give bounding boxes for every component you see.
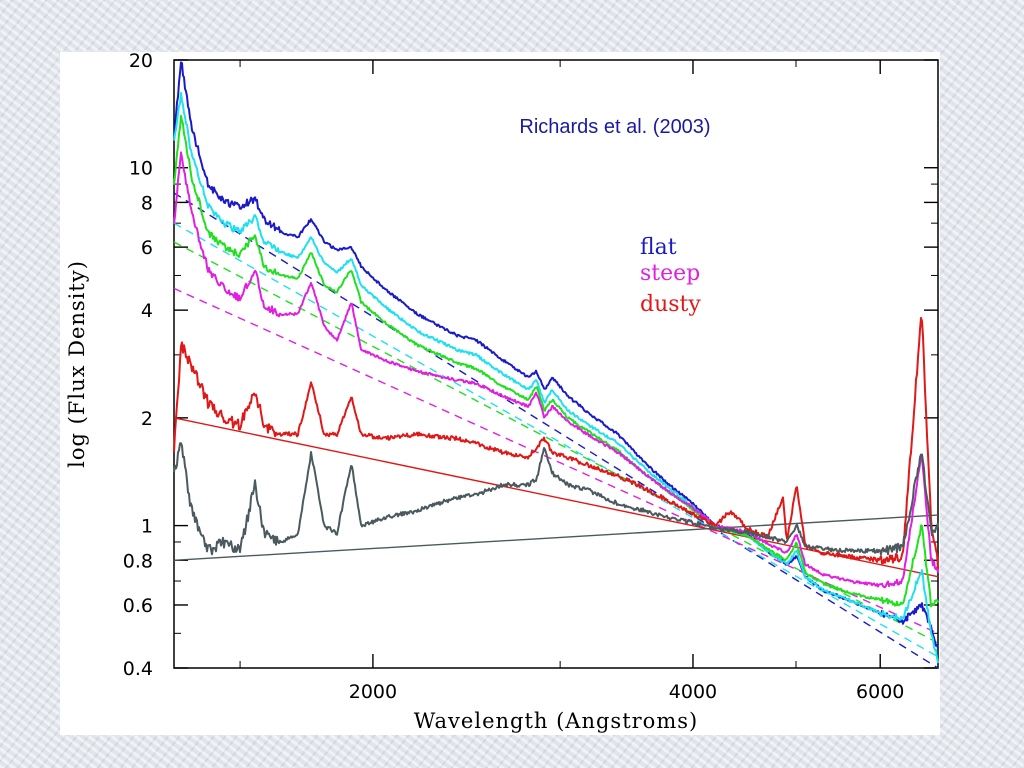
y-axis-title: log (Flux Density) [65,260,89,468]
x-tick-label: 6000 [856,681,904,703]
y-tick-label: 4 [141,300,153,322]
spectrum-line [173,114,939,608]
axis-ticks [174,59,938,669]
x-tick-label: 4000 [669,681,717,703]
spectrum-line [173,316,939,569]
fit-line [173,417,939,578]
legend-entry-flat: flat [640,235,677,260]
y-tick-label: 1 [141,516,153,538]
x-tick-label: 2000 [349,681,397,703]
plot-frame [173,59,939,669]
y-tick-label: 6 [141,237,153,259]
spectrum-line [173,442,939,556]
fit-line [173,222,939,658]
y-tick-label: 0.6 [123,595,153,617]
y-tick-label: 2 [141,408,153,430]
spectrum-line [173,91,939,664]
fit-line [173,514,939,561]
fit-line [173,192,939,669]
y-tick-label: 0.8 [123,550,153,572]
y-tick-label: 8 [141,192,153,214]
spectra-series [173,61,939,664]
power-law-fits [173,192,939,669]
citation-annotation: Richards et al. (2003) [519,116,710,138]
y-tick-label: 10 [129,158,153,180]
y-tick-label: 0.4 [123,658,153,680]
spectrum-line [173,151,939,589]
x-axis-title: Wavelength (Angstroms) [414,709,698,733]
legend-entry-dusty: dusty [640,292,701,317]
spectrum-line [173,61,939,649]
tick-labels: 20 10 8 6 4 2 1 0.8 0.6 0.4 2000 4000 6000 [123,50,905,703]
legend: flat steep dusty [640,235,701,317]
y-tick-label: 20 [129,50,153,72]
legend-entry-steep: steep [640,261,700,286]
